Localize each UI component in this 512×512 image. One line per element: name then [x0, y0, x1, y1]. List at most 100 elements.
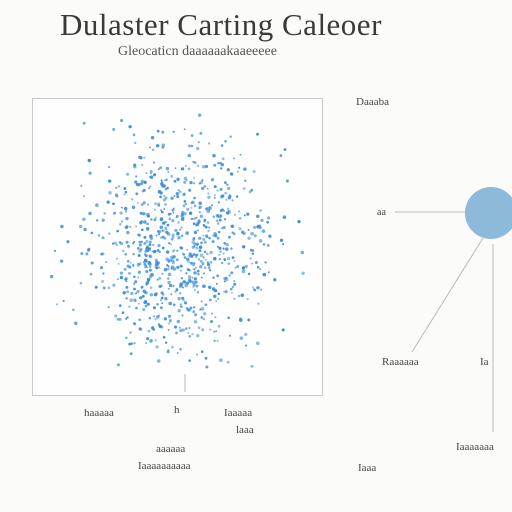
- scatter-point: [231, 199, 234, 202]
- scatter-point: [139, 248, 143, 251]
- scatter-point: [177, 296, 181, 301]
- scatter-point: [85, 252, 89, 256]
- scatter-point: [172, 267, 177, 271]
- scatter-point: [113, 211, 117, 215]
- scatter-point: [212, 215, 216, 218]
- scatter-point: [142, 212, 146, 216]
- scatter-point: [121, 311, 125, 314]
- scatter-point: [182, 204, 186, 208]
- scatter-point: [258, 239, 263, 243]
- scatter-point: [180, 226, 183, 229]
- scatter-point: [101, 279, 105, 283]
- scatter-point: [136, 247, 140, 250]
- scatter-point: [153, 161, 156, 164]
- scatter-point: [208, 285, 212, 289]
- scatter-point: [192, 222, 196, 225]
- scatter-point: [145, 254, 148, 258]
- label-right-lower-right: Ia: [480, 356, 489, 368]
- scatter-point: [145, 341, 148, 345]
- label-bottom-right-2: laaa: [236, 424, 254, 436]
- scatter-point: [168, 301, 172, 306]
- scatter-point: [118, 304, 122, 308]
- scatter-point: [139, 211, 143, 215]
- scatter-point: [180, 234, 184, 237]
- scatter-point: [217, 215, 222, 219]
- scatter-point: [231, 292, 233, 294]
- scatter-point: [82, 121, 86, 125]
- scatter-point: [87, 158, 92, 163]
- scatter-point: [203, 220, 207, 223]
- scatter-point: [161, 143, 165, 147]
- scatter-point: [119, 241, 124, 246]
- scatter-point: [238, 217, 242, 220]
- scatter-point: [158, 276, 162, 280]
- scatter-point: [213, 196, 216, 199]
- scatter-point: [111, 242, 115, 245]
- scatter-point: [218, 257, 222, 261]
- scatter-point: [149, 146, 151, 149]
- scatter-point: [125, 285, 129, 289]
- scatter-point: [146, 222, 149, 226]
- scatter-point: [203, 272, 205, 275]
- scatter-point: [153, 250, 156, 254]
- scatter-point: [229, 334, 231, 337]
- scatter-point: [162, 198, 167, 202]
- scatter-point: [222, 225, 226, 230]
- scatter-point: [192, 253, 196, 256]
- scatter-point: [160, 209, 163, 212]
- scatter-point: [242, 245, 246, 249]
- scatter-point: [133, 287, 136, 291]
- scatter-point: [183, 256, 187, 259]
- scatter-point: [205, 207, 208, 211]
- scatter-point: [186, 207, 190, 211]
- scatter-point: [164, 203, 167, 206]
- scatter-point: [145, 281, 150, 285]
- scatter-point: [138, 254, 141, 257]
- scatter-point: [139, 296, 143, 300]
- scatter-point: [193, 230, 198, 234]
- scatter-point: [195, 146, 200, 151]
- scatter-point: [243, 214, 246, 217]
- scatter-point: [246, 297, 249, 301]
- scatter-point: [167, 272, 172, 277]
- scatter-point: [206, 209, 210, 214]
- scatter-point: [212, 234, 215, 237]
- scatter-point: [203, 266, 207, 270]
- scatter-point: [177, 235, 181, 240]
- scatter-point: [185, 257, 190, 262]
- scatter-point: [198, 182, 201, 185]
- scatter-point: [140, 220, 143, 223]
- scatter-point: [213, 339, 216, 342]
- scatter-point: [114, 314, 118, 318]
- scatter-point: [199, 308, 202, 311]
- scatter-point: [267, 244, 270, 247]
- scatter-point: [176, 352, 179, 354]
- scatter-point: [145, 172, 148, 175]
- scatter-point: [161, 185, 164, 188]
- scatter-point: [115, 243, 119, 247]
- scatter-point: [80, 185, 83, 187]
- scatter-point: [126, 172, 130, 176]
- scatter-point: [233, 282, 237, 286]
- scatter-point: [164, 179, 167, 182]
- scatter-point: [143, 180, 147, 185]
- scatter-point: [202, 312, 207, 316]
- scatter-point: [188, 211, 193, 215]
- scatter-point: [155, 260, 159, 263]
- scatter-point: [193, 217, 196, 221]
- scatter-point: [197, 141, 200, 144]
- scatter-point: [129, 225, 132, 228]
- scatter-point: [283, 148, 287, 151]
- scatter-point: [144, 250, 148, 253]
- scatter-point: [198, 249, 202, 253]
- scatter-point: [123, 267, 127, 271]
- scatter-point: [207, 192, 210, 195]
- scatter-point: [232, 157, 235, 160]
- scatter-point: [227, 235, 231, 239]
- scatter-point: [138, 318, 142, 322]
- scatter-point: [259, 209, 262, 212]
- scatter-point: [148, 316, 152, 320]
- scatter-point: [201, 186, 205, 191]
- scatter-point: [126, 316, 129, 319]
- scatter-point: [188, 188, 192, 192]
